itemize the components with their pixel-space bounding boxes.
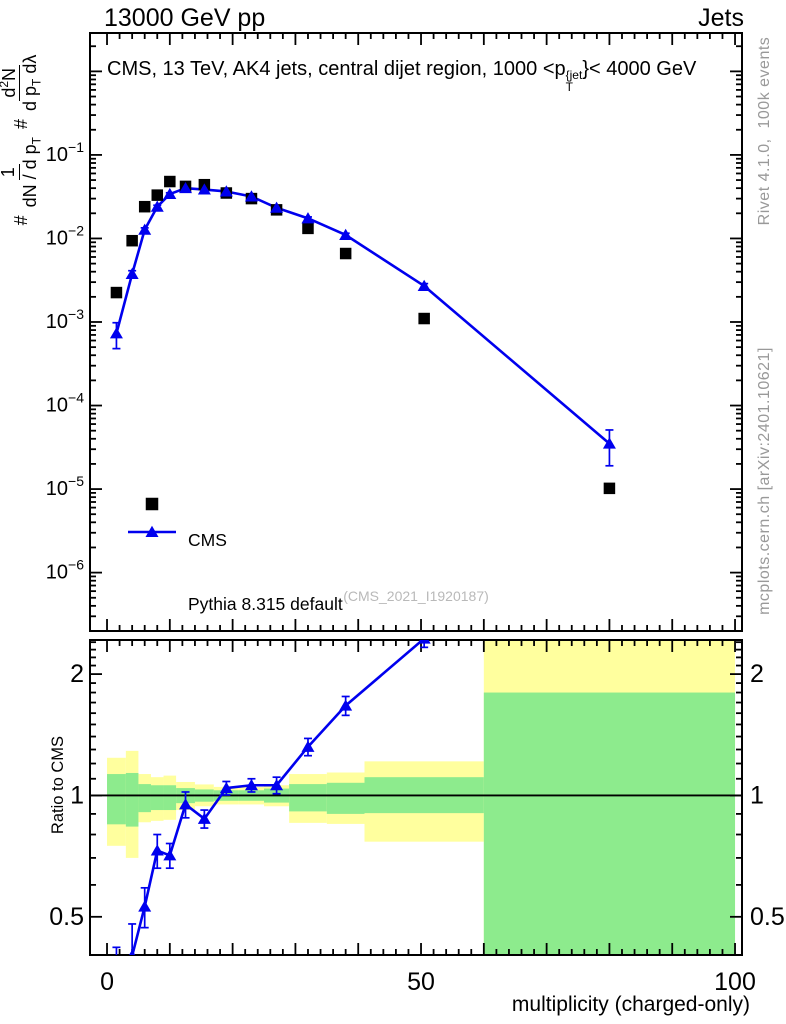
legend: CMS Pythia 8.315 default xyxy=(188,490,343,654)
fraction2-numerator: d2N xyxy=(0,64,21,101)
svg-text:10−3: 10−3 xyxy=(46,306,84,333)
pt-superscript: {jet xyxy=(565,68,583,82)
num2-sup: 2 xyxy=(0,81,11,88)
den2-text-end: dλ xyxy=(20,54,41,79)
rivet-version-label: Rivet 4.1.0, 100k events xyxy=(756,36,773,226)
pt-subscript: T xyxy=(565,80,573,94)
svg-text:10−4: 10−4 xyxy=(46,390,84,417)
normalization-fraction: 1 dN / d pT xyxy=(0,137,44,207)
svg-text:1: 1 xyxy=(750,781,764,809)
analysis-id-watermark: (CMS_2021_I1920187) xyxy=(343,588,489,604)
pt-jet-supsub: {jet T xyxy=(566,69,583,93)
den2-sub: T xyxy=(29,78,44,86)
ratio-y-axis-label: Ratio to CMS xyxy=(49,735,67,835)
ratio-uncertainty-bands xyxy=(107,640,736,955)
svg-text:100: 100 xyxy=(714,968,756,996)
hash-symbol: # xyxy=(10,215,31,226)
svg-text:10−5: 10−5 xyxy=(46,473,84,500)
svg-text:10−6: 10−6 xyxy=(46,557,84,584)
plot-title-text-end: }< 4000 GeV xyxy=(582,58,697,80)
svg-text:0.5: 0.5 xyxy=(750,903,785,931)
svg-text:10−2: 10−2 xyxy=(46,222,84,249)
legend-markers xyxy=(128,497,176,537)
ratio-series xyxy=(112,640,431,955)
process-label: Jets xyxy=(698,4,744,32)
main-series xyxy=(109,175,616,495)
den-sub: T xyxy=(29,137,44,145)
hash-symbol-2: # xyxy=(10,118,31,129)
main-y-axis-label: # 1 dN / d pT # d2N d pT dλ xyxy=(0,37,44,243)
fraction-denominator: dN / d pT xyxy=(20,137,44,207)
mcplots-attribution-label: mcplots.cern.ch [arXiv:2401.10621] xyxy=(756,347,773,615)
num2-text: d xyxy=(0,87,19,98)
beam-energy-label: 13000 GeV pp xyxy=(104,4,266,32)
svg-text:0: 0 xyxy=(100,968,114,996)
x-axis-label: multiplicity (charged-only) xyxy=(511,993,750,1016)
svg-text:50: 50 xyxy=(407,968,435,996)
fraction-numerator: 1 xyxy=(0,164,20,181)
svg-text:1: 1 xyxy=(70,781,84,809)
svg-text:2: 2 xyxy=(70,660,84,688)
num2-text-end: N xyxy=(0,67,19,81)
plot-title-text: CMS, 13 TeV, AK4 jets, central dijet reg… xyxy=(107,58,566,80)
svg-text:2: 2 xyxy=(750,660,764,688)
observable-fraction: d2N d pT dλ xyxy=(0,55,44,111)
legend-item-pythia: Pythia 8.315 default xyxy=(188,594,343,614)
den-text: dN / d p xyxy=(19,144,40,208)
plot-title: CMS, 13 TeV, AK4 jets, central dijet reg… xyxy=(107,58,696,93)
den2-text: d p xyxy=(20,85,41,111)
fraction2-denominator: d pT dλ xyxy=(20,55,44,111)
svg-text:10−1: 10−1 xyxy=(46,139,84,166)
legend-item-cms: CMS xyxy=(188,530,227,550)
svg-text:0.5: 0.5 xyxy=(49,903,84,931)
